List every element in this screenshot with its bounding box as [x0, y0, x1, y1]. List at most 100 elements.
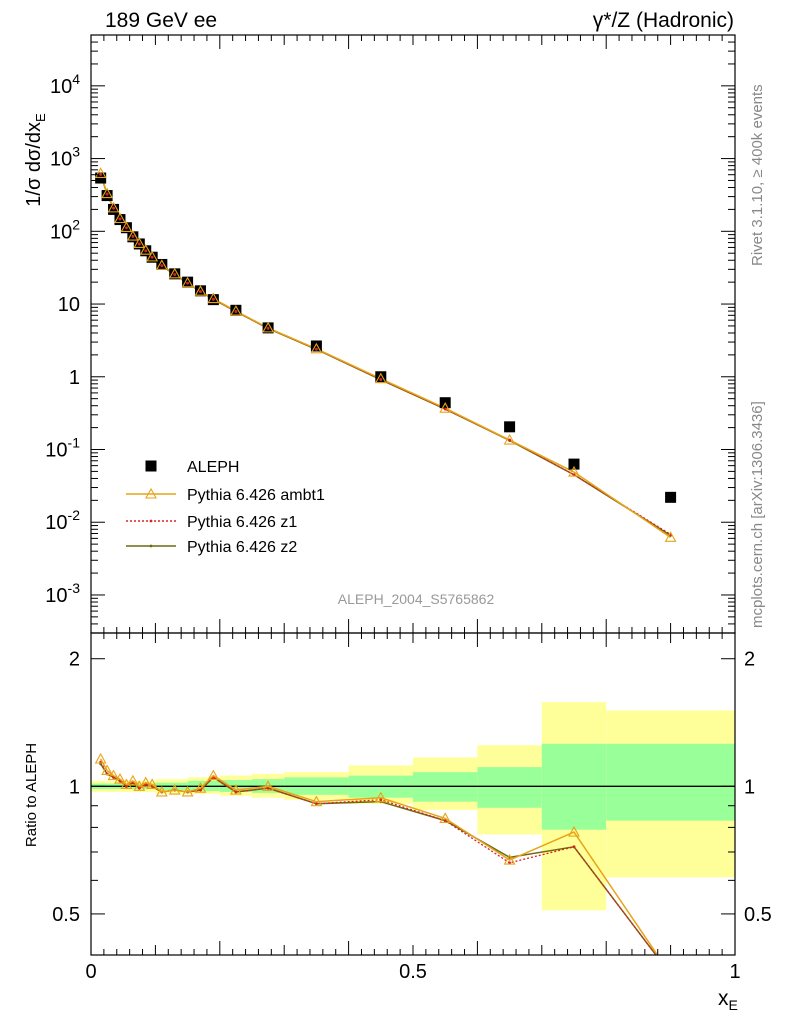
ratio-point-pythia-6-426-z1	[199, 788, 202, 792]
data-point-aleph	[95, 172, 107, 184]
ratio-point-pythia-6-426-ambt1	[439, 812, 452, 823]
legend-label: ALEPH	[187, 459, 239, 476]
ratio-point-pythia-6-426-ambt1	[126, 774, 139, 786]
point-pythia-6-426-ambt1	[126, 229, 139, 241]
point-pythia-6-426-ambt1	[262, 321, 275, 333]
y-tick-label-ratio: 0.5	[52, 904, 80, 926]
tick-base: 10	[45, 440, 67, 462]
ratio-point-pythia-6-426-z1	[266, 786, 270, 790]
point-pythia-6-426-ambt1	[229, 304, 242, 316]
ratio-point-pythia-6-426-ambt1	[207, 769, 220, 781]
point-pythia-6-426-ambt1	[114, 212, 126, 224]
x-tick-label: 0	[85, 961, 96, 983]
data-point-aleph	[101, 190, 113, 202]
y-tick-label-ratio-right: 2	[744, 649, 755, 671]
ratio-point-pythia-6-426-ambt1	[101, 764, 114, 776]
point-pythia-6-426-ambt1	[194, 285, 207, 296]
point-pythia-6-426-z1	[315, 347, 318, 351]
point-pythia-6-426-ambt1	[107, 201, 120, 213]
legend-marker	[145, 460, 157, 472]
point-pythia-6-426-z1	[186, 281, 190, 285]
ratio-point-pythia-6-426-ambt1	[146, 778, 159, 790]
data-point-aleph	[568, 458, 580, 470]
point-pythia-6-426-z1	[105, 192, 109, 196]
point-pythia-6-426-ambt1	[146, 250, 159, 262]
tick-base: 10	[50, 149, 72, 171]
y-tick-label-main: 10-3	[45, 580, 80, 607]
point-pythia-6-426-z1	[234, 310, 238, 313]
point-pythia-6-426-z1	[112, 206, 115, 210]
y-tick-label-ratio-right: 1	[744, 776, 755, 798]
x-axis-label-sub: E	[729, 997, 738, 1013]
legend-label: Pythia 6.426 z2	[187, 539, 297, 556]
tick-base: 10	[50, 221, 72, 243]
tick-exponent: -3	[68, 580, 81, 596]
legend-item-pythia-6-426-z1: Pythia 6.426 z1	[126, 514, 297, 531]
y-tick-label-ratio: 1	[69, 776, 80, 798]
point-pythia-6-426-z1	[572, 473, 576, 477]
ratio-point-pythia-6-426-z1	[137, 786, 141, 790]
ratio-point-pythia-6-426-ambt1	[310, 795, 323, 807]
point-pythia-6-426-z1	[99, 172, 103, 176]
ratio-point-pythia-6-426-ambt1	[168, 783, 181, 795]
ratio-point-pythia-6-426-ambt1	[107, 769, 120, 781]
tick-base: 10	[45, 585, 67, 607]
tick-exponent: 4	[72, 71, 80, 87]
ratio-point-pythia-6-426-ambt1	[155, 785, 168, 797]
band-inner	[477, 767, 542, 808]
data-point-aleph	[665, 491, 677, 503]
ratio-point-pythia-6-426-z1	[315, 802, 318, 806]
tick-exponent: -2	[68, 507, 81, 523]
x-tick-label: 0.5	[399, 961, 427, 983]
y-axis-label-main-sub: E	[33, 113, 48, 122]
legend-item-aleph: ALEPH	[145, 459, 239, 476]
point-pythia-6-426-ambt1	[664, 531, 677, 542]
series-line-pythia-6-426-z2	[99, 174, 671, 536]
legend-marker	[149, 544, 153, 548]
main-series-lines	[99, 173, 672, 538]
tick-exponent: -1	[68, 435, 81, 451]
ratio-series-lines	[94, 752, 659, 955]
tick-base: 10	[50, 76, 72, 98]
point-pythia-6-426-ambt1	[181, 276, 194, 288]
point-pythia-6-426-z1	[125, 226, 128, 230]
ratio-point-pythia-6-426-ambt1	[229, 783, 242, 795]
ratio-point-pythia-6-426-ambt1	[568, 825, 580, 837]
x-axis-label: xE	[718, 987, 738, 1013]
point-pythia-6-426-z1	[160, 264, 164, 267]
ratio-point-pythia-6-426-ambt1	[139, 776, 152, 788]
y-axis-label-main: 1/σ dσ/dxE	[23, 113, 48, 207]
ratio-point-pythia-6-426-ambt1	[114, 772, 126, 784]
point-pythia-6-426-z1	[379, 378, 383, 381]
point-pythia-6-426-z1	[266, 326, 270, 330]
point-pythia-6-426-ambt1	[310, 342, 323, 354]
ratio-uncertainty-bands	[91, 702, 735, 911]
point-pythia-6-426-ambt1	[439, 402, 452, 413]
ratio-point-pythia-6-426-ambt1	[181, 785, 194, 797]
ratio-point-pythia-6-426-ambt1	[194, 782, 207, 793]
point-pythia-6-426-ambt1	[139, 244, 152, 255]
y-tick-label-main: 104	[50, 71, 80, 98]
header-left: 189 GeV ee	[105, 9, 218, 32]
y-axis-label-ratio: Ratio to ALEPH	[23, 743, 40, 847]
y-tick-label-main: 1	[69, 367, 80, 389]
legend-marker	[145, 487, 157, 499]
point-pythia-6-426-z1	[150, 255, 154, 259]
ratio-point-pythia-6-426-z1	[125, 784, 128, 788]
y-axis-label-main-text: 1/σ dσ/dx	[23, 122, 45, 207]
ratio-point-pythia-6-426-z1	[443, 819, 447, 823]
ratio-point-pythia-6-426-z1	[379, 798, 383, 802]
data-point-aleph	[310, 340, 322, 352]
point-pythia-6-426-z1	[144, 249, 148, 253]
ratio-point-pythia-6-426-z1	[572, 845, 576, 849]
legend-item-pythia-6-426-z2: Pythia 6.426 z2	[126, 539, 297, 556]
band-inner	[606, 743, 735, 821]
legend-label: Pythia 6.426 z1	[187, 514, 297, 531]
y-tick-label-main: 102	[50, 216, 80, 243]
point-pythia-6-426-ambt1	[207, 292, 220, 304]
point-pythia-6-426-ambt1	[568, 465, 580, 477]
legend-label: Pythia 6.426 ambt1	[187, 487, 325, 504]
ratio-point-pythia-6-426-z1	[234, 790, 238, 794]
point-pythia-6-426-z1	[211, 297, 215, 301]
tick-exponent: 2	[72, 216, 80, 232]
